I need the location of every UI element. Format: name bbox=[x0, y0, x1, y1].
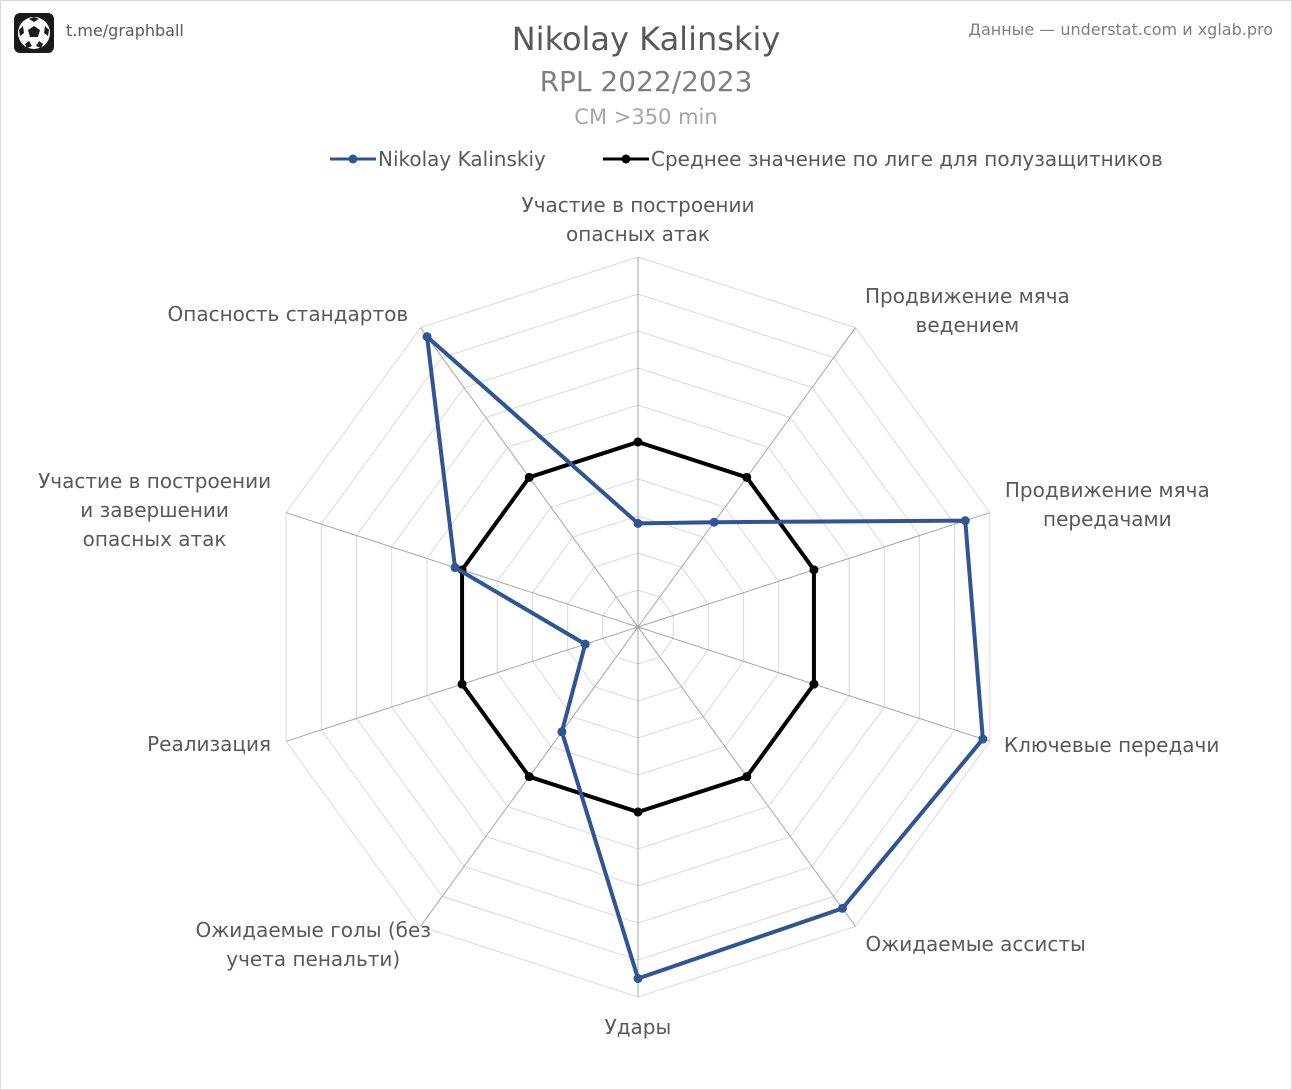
data-point-s0-4 bbox=[837, 903, 847, 913]
legend-label-average: Среднее значение по лиге для полузащитни… bbox=[651, 147, 1163, 171]
data-point-s1-4 bbox=[742, 772, 752, 782]
data-source: Данные — understat.com и xglab.pro bbox=[968, 20, 1273, 39]
legend-key-average bbox=[603, 154, 649, 164]
data-point-s1-3 bbox=[809, 679, 819, 689]
data-point-s0-6 bbox=[557, 727, 567, 737]
data-point-s0-3 bbox=[978, 734, 988, 744]
data-point-s0-1 bbox=[709, 517, 719, 527]
axis-label-9: Опасность стандартов bbox=[167, 302, 409, 327]
data-point-s0-2 bbox=[960, 516, 970, 526]
axis-label-3: Ключевые передачи bbox=[1003, 732, 1220, 757]
legend-key-player bbox=[330, 154, 376, 164]
data-point-s0-8 bbox=[450, 563, 460, 573]
data-point-s0-0 bbox=[633, 518, 643, 528]
data-point-s1-7 bbox=[457, 679, 467, 689]
data-point-s0-5 bbox=[633, 974, 643, 983]
data-point-s1-6 bbox=[524, 772, 534, 782]
axis-label-6: Ожидаемые голы (без учета пенальти) bbox=[195, 918, 431, 972]
chart-filter-note: CM >350 min bbox=[574, 105, 718, 129]
legend-label-player: Nikolay Kalinskiy bbox=[378, 147, 546, 171]
data-point-s1-5 bbox=[633, 807, 643, 817]
legend-item-player: Nikolay Kalinskiy bbox=[330, 147, 546, 171]
data-point-s1-2 bbox=[809, 565, 819, 575]
data-point-s1-1 bbox=[742, 472, 752, 482]
data-point-s1-9 bbox=[524, 472, 534, 482]
axis-label-5: Удары bbox=[604, 1015, 672, 1039]
axis-label-8: Участие в построении и завершении опасны… bbox=[38, 469, 272, 552]
football-logo-icon bbox=[14, 13, 54, 53]
axis-label-0: Участие в построении опасных атак bbox=[521, 193, 755, 246]
data-point-s0-9 bbox=[422, 332, 432, 342]
axis-label-4: Ожидаемые ассисты bbox=[865, 931, 1086, 956]
brand-link: t.me/graphball bbox=[66, 21, 184, 40]
axis-label-1: Продвижение мяча ведением bbox=[864, 283, 1070, 337]
data-point-s1-0 bbox=[633, 437, 643, 447]
legend-item-average: Среднее значение по лиге для полузащитни… bbox=[603, 147, 1163, 171]
chart-subtitle: RPL 2022/2023 bbox=[539, 65, 753, 98]
data-point-s0-7 bbox=[580, 639, 590, 649]
axis-label-2: Продвижение мяча передачами bbox=[1004, 477, 1210, 531]
chart-title: Nikolay Kalinskiy bbox=[511, 20, 781, 58]
axis-label-7: Реализация bbox=[147, 731, 272, 756]
series-line-0 bbox=[425, 334, 985, 981]
